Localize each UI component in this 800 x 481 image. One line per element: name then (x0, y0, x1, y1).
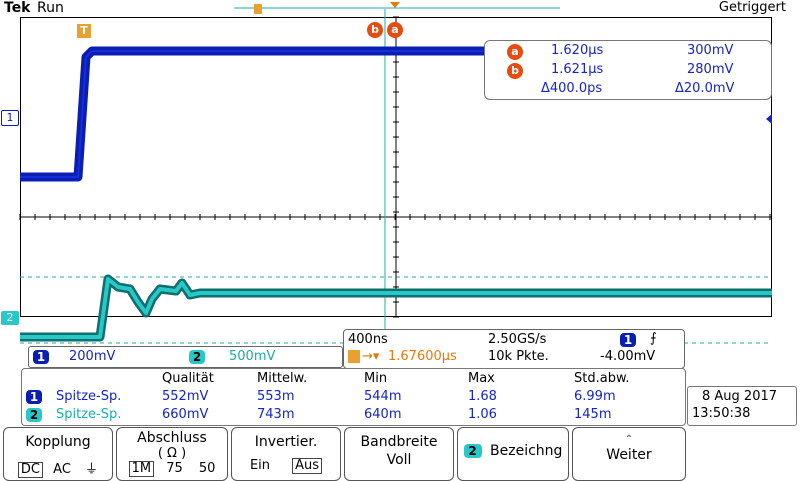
measurement-value: 552mV (162, 389, 209, 404)
measurement-value: 660mV (162, 407, 209, 422)
cursor-delta-value: Δ20.0mV (675, 81, 735, 96)
measurement-value: 640m (364, 407, 402, 422)
col-header: Max (468, 371, 495, 386)
trigger-t-icon (348, 350, 360, 363)
coupling-dc[interactable]: DC (17, 462, 44, 478)
timebase-readout: 400ns 2.50GS/s 1 ⨍ →▾ 1.67600µs 10k Pkte… (343, 329, 685, 369)
col-header: Mittelw. (257, 371, 308, 386)
ground-icon[interactable]: ⏚ (85, 462, 99, 477)
measurement-value: 743m (257, 407, 295, 422)
abschluss-unit: ( Ω ) (157, 446, 187, 461)
measurement-name: Spitze-Sp. (56, 389, 122, 404)
cursor-b-time: 1.621µs (551, 62, 604, 77)
sample-rate: 2.50GS/s (488, 332, 547, 347)
coupling-ac[interactable]: AC (53, 462, 71, 477)
trigger-position-marker[interactable]: T (77, 24, 91, 38)
trigger-status: Getriggert (718, 0, 786, 15)
invert-on[interactable]: Ein (249, 458, 271, 473)
channel-scale-bar: 1 200mV 2 500mV (28, 346, 343, 368)
measurement-value: 145m (574, 407, 612, 422)
abschluss-button[interactable]: Abschluss ( Ω ) 1M 75 50 (116, 427, 228, 481)
col-header: Std.abw. (574, 371, 630, 386)
col-header: Min (364, 371, 388, 386)
weiter-button[interactable]: ⌃ Weiter (572, 427, 686, 481)
ch1-ground-marker[interactable]: 1 (1, 110, 19, 126)
measurement-value: 553m (257, 389, 295, 404)
cursor-b-icon: b (507, 63, 523, 79)
record-length: 10k Pkte. (488, 349, 549, 364)
kopplung-button[interactable]: Kopplung DC AC ⏚ (3, 427, 113, 481)
cursor-b-value: 280mV (687, 62, 734, 77)
trigger-position: 1.67600µs (388, 349, 457, 364)
measurement-name: Spitze-Sp. (56, 407, 122, 422)
cursor-a-marker[interactable]: a (387, 22, 403, 38)
time: 13:50:38 (692, 406, 751, 421)
invertier-button[interactable]: Invertier. Ein Aus (231, 427, 341, 481)
measurement-value: 1.06 (468, 407, 497, 422)
trigger-source-badge: 1 (620, 333, 636, 347)
bandbreite-title: Bandbreite (360, 434, 438, 450)
brand-logo: Tek (4, 0, 31, 16)
cursor-b-marker[interactable]: b (367, 22, 383, 38)
trigger-slope-icon: ⨍ (650, 331, 657, 346)
cursor-readout: a 1.620µs 300mV b 1.621µs 280mV Δ400.0ps… (484, 40, 772, 100)
col-header: Qualität (162, 371, 214, 386)
bezeichnung-button[interactable]: 2 Bezeichng (457, 427, 569, 481)
abschluss-title: Abschluss (137, 430, 207, 446)
ch1-scale: 200mV (69, 349, 116, 364)
measurement-table: Qualität Mittelw. Min Max Std.abw. 1 Spi… (21, 368, 686, 426)
bandbreite-button[interactable]: Bandbreite Voll (344, 427, 454, 481)
measurement-value: 1.68 (468, 389, 497, 404)
termination-75[interactable]: 75 (166, 461, 183, 476)
run-state: Run (37, 0, 64, 16)
bezeichnung-title: Bezeichng (490, 443, 563, 459)
waveform-display[interactable] (19, 9, 772, 347)
trigger-arrow-icon: →▾ (362, 349, 380, 364)
bandbreite-value: Voll (386, 452, 412, 468)
invertier-title: Invertier. (254, 434, 318, 450)
trigger-level: -4.00mV (600, 349, 656, 364)
invert-off[interactable]: Aus (292, 458, 323, 474)
cursor-a-value: 300mV (687, 43, 734, 58)
ch2-badge: 2 (463, 444, 482, 458)
ch2-ground-marker[interactable]: 2 (1, 311, 19, 325)
cursor-delta-time: Δ400.0ps (541, 81, 603, 96)
termination-50[interactable]: 50 (198, 461, 216, 476)
horizontal-position-bar (234, 2, 560, 14)
datetime-box: 8 Aug 2017 13:50:38 (687, 386, 797, 426)
ch2-badge: 2 (189, 350, 205, 364)
cursor-a-icon: a (507, 44, 523, 60)
kopplung-title: Kopplung (25, 434, 91, 450)
ch1-badge: 1 (26, 390, 42, 404)
ch2-scale: 500mV (229, 349, 276, 364)
weiter-title: Weiter (606, 447, 652, 463)
cursor-a-time: 1.620µs (551, 43, 604, 58)
chevron-up-icon: ⌃ (624, 434, 634, 445)
measurement-value: 544m (364, 389, 402, 404)
date: 8 Aug 2017 (702, 389, 778, 404)
termination-1m[interactable]: 1M (128, 461, 155, 477)
ch2-badge: 2 (26, 408, 42, 422)
measurement-value: 6.99m (574, 389, 616, 404)
time-per-div: 400ns (348, 332, 388, 347)
ch1-badge: 1 (33, 350, 49, 364)
